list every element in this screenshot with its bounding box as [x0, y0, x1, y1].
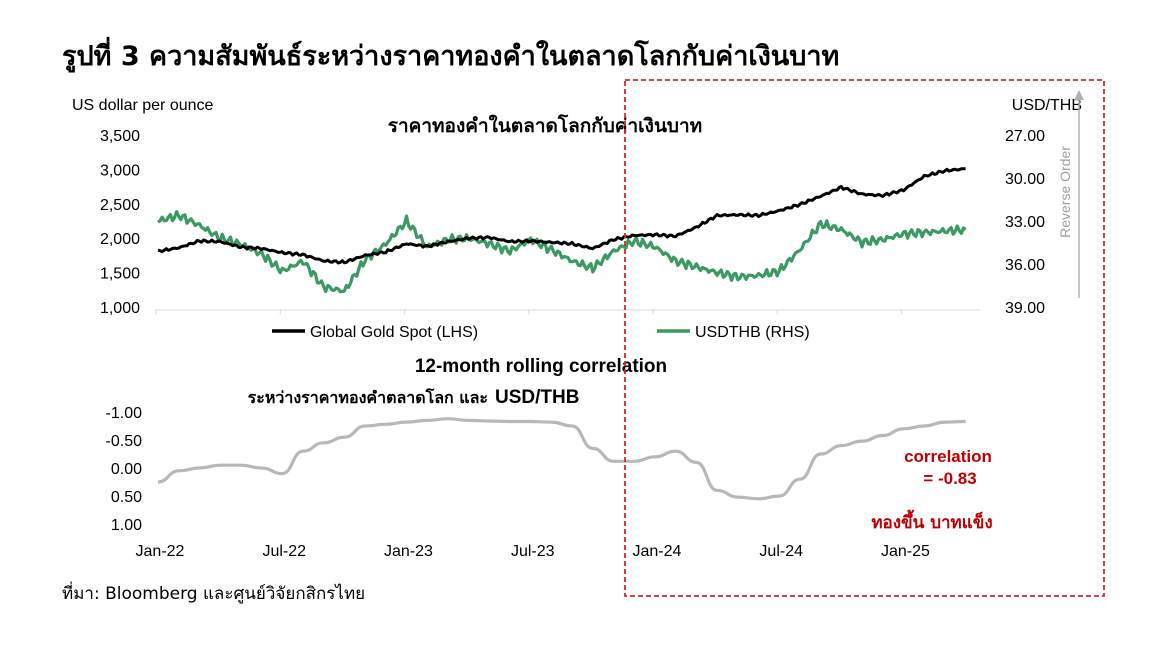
corr-y-tick: 0.50: [111, 489, 142, 506]
reverse-order-arrowhead: [1074, 90, 1084, 100]
right-y-tick: 33.00: [1005, 214, 1045, 231]
x-tick-label: Jul-22: [262, 543, 306, 560]
legend-gold-label: Global Gold Spot (LHS): [310, 324, 478, 341]
series-usdthb-line: [157, 210, 967, 294]
x-tick-label: Jul-24: [759, 543, 803, 560]
left-y-tick: 3,000: [100, 162, 140, 179]
x-tick-label: Jan-25: [881, 543, 930, 560]
x-tick-label: Jan-22: [136, 543, 185, 560]
right-y-tick: 36.00: [1005, 257, 1045, 274]
left-y-ticks: 1,000 1,500 2,000 2,500 3,000 3,500: [100, 128, 140, 317]
x-tick-label: Jan-24: [633, 543, 682, 560]
corr-y-tick: 1.00: [111, 517, 142, 534]
reverse-order-label: Reverse Order: [1057, 146, 1073, 238]
highlight-box: [624, 79, 1105, 597]
correlation-label: correlation: [904, 447, 992, 466]
bottom-chart-title: 12-month rolling correlation: [415, 356, 667, 377]
x-tick-label: Jan-23: [384, 543, 433, 560]
left-y-tick: 3,500: [100, 128, 140, 145]
top-x-minor-ticks: [155, 310, 902, 314]
series-gold-line: [157, 167, 966, 265]
correlation-value: = -0.83: [923, 469, 976, 488]
corr-y-tick: 0.00: [111, 461, 142, 478]
gold-up-baht-strong-note: ทองขึ้น บาทแข็ง: [871, 509, 992, 533]
left-y-tick: 1,500: [100, 266, 140, 283]
right-y-tick: 27.00: [1005, 128, 1045, 145]
left-y-tick: 2,000: [100, 231, 140, 248]
figure-title: รูปที่ 3 ความสัมพันธ์ระหว่างราคาทองคำในต…: [62, 41, 840, 72]
legend-thb-label: USDTHB (RHS): [695, 324, 810, 341]
right-axis-label: USD/THB: [1012, 97, 1082, 114]
left-axis-label: US dollar per ounce: [72, 97, 214, 114]
bottom-y-ticks: -1.00 -0.50 0.00 0.50 1.00: [106, 405, 143, 534]
bottom-chart-subtitle-en: USD/THB: [495, 387, 579, 408]
corr-y-tick: -0.50: [106, 433, 143, 450]
bottom-series-group: [157, 417, 966, 501]
right-y-tick: 39.00: [1005, 300, 1045, 317]
right-y-ticks: 27.00 30.00 33.00 36.00 39.00: [1005, 128, 1045, 317]
series-correlation-line: [157, 417, 966, 501]
left-y-tick: 1,000: [100, 300, 140, 317]
source-note: ที่มา: Bloomberg และศูนย์วิจัยกสิกรไทย: [62, 584, 366, 604]
corr-y-tick: -1.00: [106, 405, 143, 422]
bottom-chart-subtitle-thai: ระหว่างราคาทองคำตลาดโลก และ: [248, 387, 488, 407]
x-tick-label: Jul-23: [511, 543, 555, 560]
right-y-tick: 30.00: [1005, 171, 1045, 188]
bottom-x-ticks: Jan-22 Jul-22 Jan-23 Jul-23 Jan-24 Jul-24 Jan-…: [136, 543, 930, 560]
left-y-tick: 2,500: [100, 197, 140, 214]
top-chart-title: ราคาทองคำในตลาดโลกกับค่าเงินบาท: [388, 114, 702, 137]
top-series-group: [157, 167, 967, 294]
